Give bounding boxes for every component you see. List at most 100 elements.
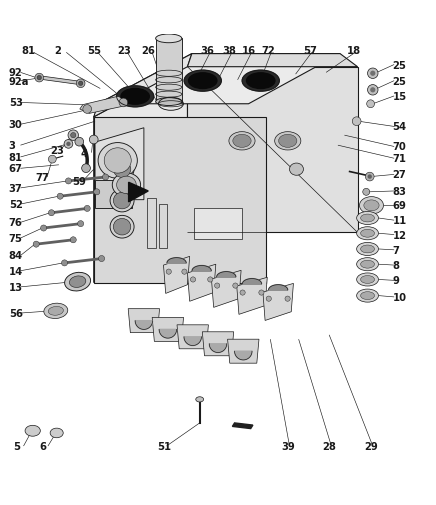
Polygon shape <box>35 77 85 85</box>
Polygon shape <box>269 285 288 290</box>
Text: 76: 76 <box>9 218 23 228</box>
Ellipse shape <box>361 292 375 300</box>
Text: 25: 25 <box>392 61 406 70</box>
Ellipse shape <box>361 261 375 269</box>
Text: 8: 8 <box>392 261 399 271</box>
Circle shape <box>76 80 85 88</box>
Ellipse shape <box>361 230 375 238</box>
Text: 15: 15 <box>392 92 406 102</box>
Text: 81: 81 <box>21 46 35 56</box>
Polygon shape <box>202 332 234 356</box>
Ellipse shape <box>233 135 251 148</box>
Circle shape <box>48 156 56 164</box>
Circle shape <box>266 296 271 301</box>
Circle shape <box>71 133 76 138</box>
Circle shape <box>233 283 238 289</box>
Text: 72: 72 <box>262 46 276 56</box>
Ellipse shape <box>113 219 131 235</box>
Text: 13: 13 <box>9 282 23 292</box>
Text: 53: 53 <box>9 98 23 108</box>
Text: 59: 59 <box>72 177 86 186</box>
Circle shape <box>89 136 98 144</box>
Ellipse shape <box>110 216 134 238</box>
Circle shape <box>83 106 92 114</box>
Circle shape <box>191 277 196 282</box>
Ellipse shape <box>290 164 303 176</box>
Ellipse shape <box>48 307 63 316</box>
Circle shape <box>78 82 83 86</box>
Circle shape <box>61 261 68 267</box>
Polygon shape <box>94 68 187 283</box>
Text: 39: 39 <box>281 441 295 451</box>
Polygon shape <box>135 321 153 330</box>
Ellipse shape <box>357 273 378 286</box>
Text: 84: 84 <box>9 251 23 261</box>
Text: 16: 16 <box>242 46 256 56</box>
Text: 9: 9 <box>392 276 399 286</box>
Text: 25: 25 <box>392 76 406 86</box>
Ellipse shape <box>121 89 149 105</box>
Circle shape <box>99 256 105 262</box>
Text: 55: 55 <box>87 46 101 56</box>
Bar <box>95 181 132 209</box>
Ellipse shape <box>279 135 297 148</box>
Text: 28: 28 <box>323 441 337 451</box>
Ellipse shape <box>44 304 68 319</box>
Circle shape <box>208 277 213 282</box>
Text: 67: 67 <box>9 164 23 174</box>
Circle shape <box>82 165 90 173</box>
Ellipse shape <box>361 276 375 284</box>
Text: 54: 54 <box>392 122 406 132</box>
Circle shape <box>78 221 84 227</box>
Ellipse shape <box>25 426 40 436</box>
Ellipse shape <box>361 245 375 254</box>
Ellipse shape <box>189 74 217 89</box>
Ellipse shape <box>357 212 378 225</box>
Text: 11: 11 <box>392 216 407 226</box>
Text: 52: 52 <box>9 199 23 210</box>
Circle shape <box>368 85 378 96</box>
Circle shape <box>365 173 374 182</box>
Circle shape <box>352 118 361 126</box>
Bar <box>194 209 242 239</box>
Circle shape <box>84 206 90 212</box>
Text: 14: 14 <box>9 266 23 276</box>
Text: 92: 92 <box>9 68 23 78</box>
Circle shape <box>370 88 375 93</box>
Circle shape <box>102 175 109 181</box>
Text: 30: 30 <box>9 120 23 130</box>
Ellipse shape <box>117 87 154 108</box>
Circle shape <box>259 290 264 295</box>
Circle shape <box>166 270 171 275</box>
Circle shape <box>367 100 375 109</box>
Ellipse shape <box>361 215 375 223</box>
Text: 27: 27 <box>392 170 406 180</box>
Text: 10: 10 <box>392 292 406 302</box>
Text: 23: 23 <box>117 46 131 56</box>
Polygon shape <box>98 55 340 105</box>
Text: 77: 77 <box>36 173 50 183</box>
Text: 36: 36 <box>201 46 215 56</box>
Text: 3: 3 <box>9 141 16 151</box>
Text: 29: 29 <box>364 441 378 451</box>
Circle shape <box>68 131 78 141</box>
Text: 26: 26 <box>142 46 156 56</box>
Polygon shape <box>156 39 182 103</box>
Ellipse shape <box>156 35 182 43</box>
Polygon shape <box>167 258 186 264</box>
Text: 71: 71 <box>392 154 406 164</box>
Text: 2: 2 <box>54 46 61 56</box>
Bar <box>147 198 156 248</box>
Polygon shape <box>217 272 236 277</box>
Polygon shape <box>242 279 262 284</box>
Text: 57: 57 <box>303 46 317 56</box>
Ellipse shape <box>229 132 255 150</box>
Polygon shape <box>187 68 358 233</box>
Ellipse shape <box>65 273 91 291</box>
Ellipse shape <box>50 428 63 438</box>
Text: 6: 6 <box>39 441 46 451</box>
Circle shape <box>285 296 290 301</box>
Ellipse shape <box>112 174 140 197</box>
Text: 70: 70 <box>392 142 406 152</box>
Circle shape <box>48 210 54 216</box>
